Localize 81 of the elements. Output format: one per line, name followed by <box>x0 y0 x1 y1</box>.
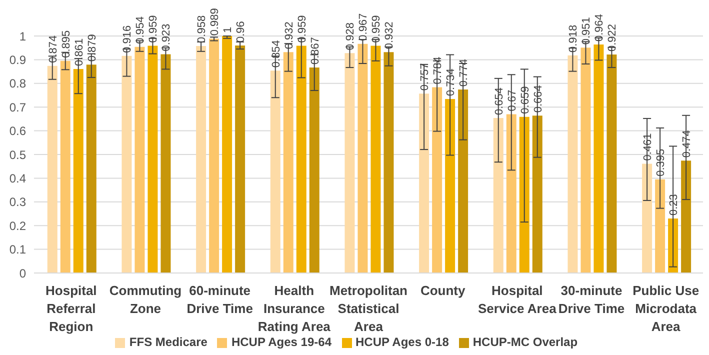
x-tick-label: Hospital Referral Region <box>46 283 97 334</box>
x-tick-label: County <box>420 283 466 298</box>
data-label: 0.959 <box>296 15 308 43</box>
y-tick-label: 0.1 <box>9 242 26 257</box>
bar <box>458 90 468 273</box>
bar <box>642 164 652 273</box>
bar <box>283 52 294 273</box>
bar <box>655 179 666 273</box>
y-tick-label: 1 <box>19 29 26 44</box>
bar <box>86 64 96 273</box>
y-tick-label: 0.7 <box>9 100 26 114</box>
bar <box>384 52 394 273</box>
data-label: 0.879 <box>86 34 98 62</box>
bar <box>148 46 158 273</box>
bar <box>432 87 442 273</box>
bar <box>73 68 84 273</box>
bar <box>445 99 456 273</box>
data-label: 0.923 <box>160 24 173 52</box>
bar <box>532 116 542 273</box>
bar <box>568 55 578 273</box>
y-tick-label: 0.9 <box>9 52 26 67</box>
y-tick-label: 0.3 <box>9 195 26 210</box>
x-tick-label: Hospital Service Area <box>478 283 558 316</box>
bar <box>47 66 58 273</box>
data-label: 0.959 <box>148 15 160 43</box>
bar <box>580 48 591 273</box>
x-tick-label: Public Use Microdata Area <box>632 283 700 334</box>
bar <box>309 68 320 273</box>
data-label: 0.918 <box>568 24 580 52</box>
bar <box>134 46 145 273</box>
bar <box>606 54 617 273</box>
bar <box>506 114 516 273</box>
data-label: 0.989 <box>209 8 222 36</box>
data-label: 0.867 <box>309 36 322 65</box>
data-label: 0.916 <box>122 25 134 53</box>
x-tick-label: 30-minute Drive Time <box>558 283 625 316</box>
bar <box>344 53 355 273</box>
data-label: 0.96 <box>235 21 248 42</box>
y-tick-label: 0.4 <box>9 171 26 186</box>
data-label: 0.951 <box>580 17 593 45</box>
bar <box>196 46 206 273</box>
bar <box>270 70 280 273</box>
legend-label: HCUP Ages 19-64 <box>231 335 332 349</box>
bar <box>160 54 171 273</box>
bar <box>209 38 220 273</box>
bar <box>358 44 368 273</box>
data-label: 1 <box>222 26 234 33</box>
x-tick-label: Health Insurance Rating Area <box>258 283 332 334</box>
bar <box>222 36 232 273</box>
data-label: 0.922 <box>606 24 619 52</box>
bar <box>235 45 246 273</box>
data-label: 0.959 <box>370 15 383 43</box>
data-label: 0.895 <box>60 30 72 58</box>
data-label: 0.954 <box>134 16 147 44</box>
y-tick-label: 0.6 <box>9 124 26 138</box>
x-tick-label: 60-minute Drive Time <box>186 283 253 316</box>
data-label: 0.874 <box>47 35 60 63</box>
x-tick-label: Metropolitan Statistical Area <box>330 283 408 334</box>
legend-label: FFS Medicare <box>129 335 208 349</box>
bar <box>370 46 381 273</box>
data-label: 0.932 <box>384 22 396 50</box>
bar <box>60 60 70 273</box>
data-label: 0.928 <box>344 22 357 50</box>
legend-label: HCUP-MC Overlap <box>472 335 578 349</box>
bar <box>519 116 530 273</box>
bar <box>419 94 430 273</box>
y-tick-label: 0.2 <box>9 218 26 233</box>
data-label: 0.932 <box>283 22 296 50</box>
y-tick-label: 0.8 <box>9 76 26 91</box>
bar <box>594 44 604 273</box>
bar <box>122 56 132 273</box>
y-tick-label: 0 <box>19 266 26 280</box>
bar <box>296 46 306 273</box>
legend-label: HCUP Ages 0-18 <box>356 335 449 349</box>
y-tick-label: 0.5 <box>9 148 26 162</box>
data-label: 0.854 <box>270 40 282 68</box>
bar <box>681 160 692 273</box>
bar <box>493 118 504 273</box>
data-label: 0.964 <box>594 14 606 42</box>
x-tick-label: Commuting Zone <box>109 283 182 316</box>
data-label: 0.861 <box>73 38 86 66</box>
